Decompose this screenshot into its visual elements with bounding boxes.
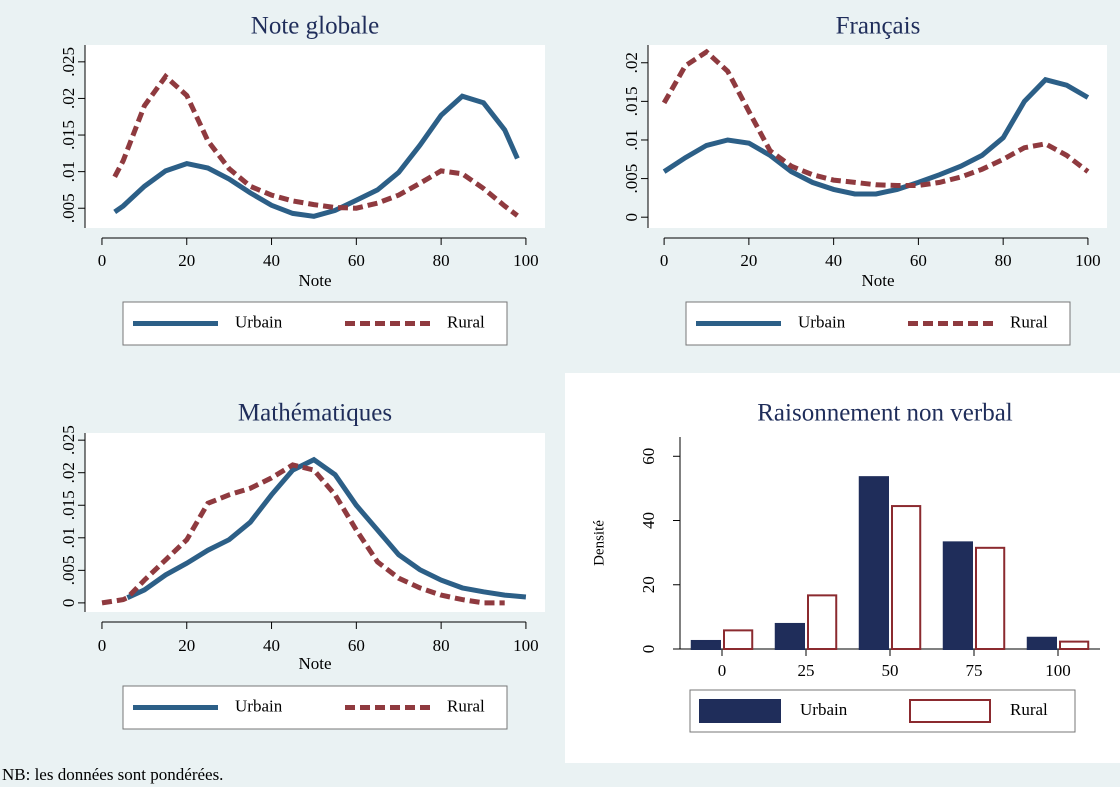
x-tick-label: 80: [433, 636, 450, 655]
x-tick-label: 60: [910, 251, 927, 270]
x-tick-label: 100: [513, 636, 539, 655]
y-tick-label: .015: [59, 490, 78, 520]
y-tick-label: 40: [639, 512, 658, 529]
x-tick-label: 75: [966, 661, 983, 680]
bar: [1026, 636, 1058, 650]
bar: [942, 541, 974, 651]
note: NB: les données sont pondérées.: [2, 765, 223, 784]
y-tick-label: .02: [59, 462, 78, 483]
line-series: [101, 462, 505, 606]
bar: [807, 594, 838, 651]
y-tick-label: .02: [622, 52, 641, 73]
x-axis-label: Note: [298, 654, 331, 673]
x-tick-label: 100: [1075, 251, 1101, 270]
bar: [774, 622, 806, 650]
y-tick-label: .025: [59, 425, 78, 455]
line-series: [661, 48, 1090, 188]
x-tick-label: 60: [348, 636, 365, 655]
y-tick-label: .015: [59, 120, 78, 150]
legend-swatch: [699, 699, 781, 723]
legend-label: Urbain: [235, 312, 283, 331]
x-tick-label: 80: [995, 251, 1012, 270]
x-tick-label: 60: [348, 251, 365, 270]
bar: [858, 476, 890, 650]
x-tick-label: 0: [98, 251, 107, 270]
plot-area: [85, 45, 545, 228]
y-tick-label: .005: [59, 555, 78, 585]
x-tick-label: 50: [882, 661, 899, 680]
x-tick-label: 25: [798, 661, 815, 680]
chart-title: Note globale: [251, 13, 379, 40]
bar: [690, 639, 722, 651]
y-tick-label: 60: [639, 448, 658, 465]
legend-swatch: [909, 699, 991, 723]
x-axis-label: Note: [861, 271, 894, 290]
line-series: [112, 72, 519, 218]
y-tick-label: .01: [59, 527, 78, 548]
x-tick-label: 100: [1045, 661, 1071, 680]
bar: [891, 505, 922, 650]
legend-label: Rural: [447, 696, 485, 715]
legend-label: Rural: [447, 312, 485, 331]
chart-title: Mathématiques: [238, 400, 392, 427]
bar: [975, 546, 1006, 650]
legend-label: Urbain: [235, 696, 283, 715]
x-tick-label: 40: [263, 636, 280, 655]
legend-box: [122, 301, 508, 346]
y-tick-label: 0: [639, 645, 658, 654]
y-axis-label: Densité: [591, 520, 607, 566]
legend-label: Urbain: [800, 700, 848, 719]
y-tick-label: .01: [59, 161, 78, 182]
y-tick-label: .005: [622, 164, 641, 194]
y-tick-label: .02: [59, 88, 78, 109]
legend-label: Rural: [1010, 700, 1048, 719]
x-tick-label: 80: [433, 251, 450, 270]
y-tick-label: 20: [639, 576, 658, 593]
x-tick-label: 20: [178, 251, 195, 270]
plot-area: [648, 45, 1107, 228]
line-series: [126, 456, 527, 600]
chart-title: Français: [836, 13, 921, 40]
legend-label: Urbain: [798, 312, 846, 331]
x-tick-label: 0: [718, 661, 727, 680]
x-tick-label: 20: [178, 636, 195, 655]
x-tick-label: 0: [98, 636, 107, 655]
x-tick-label: 40: [825, 251, 842, 270]
y-tick-label: .005: [59, 193, 78, 223]
bar: [723, 629, 754, 650]
y-tick-label: 0: [59, 599, 78, 608]
bar: [1059, 640, 1090, 651]
y-tick-label: .015: [622, 86, 641, 116]
x-tick-label: 100: [513, 251, 539, 270]
y-tick-label: .01: [622, 129, 641, 150]
y-tick-label: 0: [622, 213, 641, 222]
chart-title: Raisonnement non verbal: [757, 400, 1013, 427]
x-tick-label: 40: [263, 251, 280, 270]
y-tick-label: .025: [59, 47, 78, 77]
legend-label: Rural: [1010, 312, 1048, 331]
x-tick-label: 20: [740, 251, 757, 270]
line-series: [113, 93, 520, 219]
x-axis-label: Note: [298, 271, 331, 290]
line-series: [662, 76, 1090, 197]
x-tick-label: 0: [660, 251, 669, 270]
